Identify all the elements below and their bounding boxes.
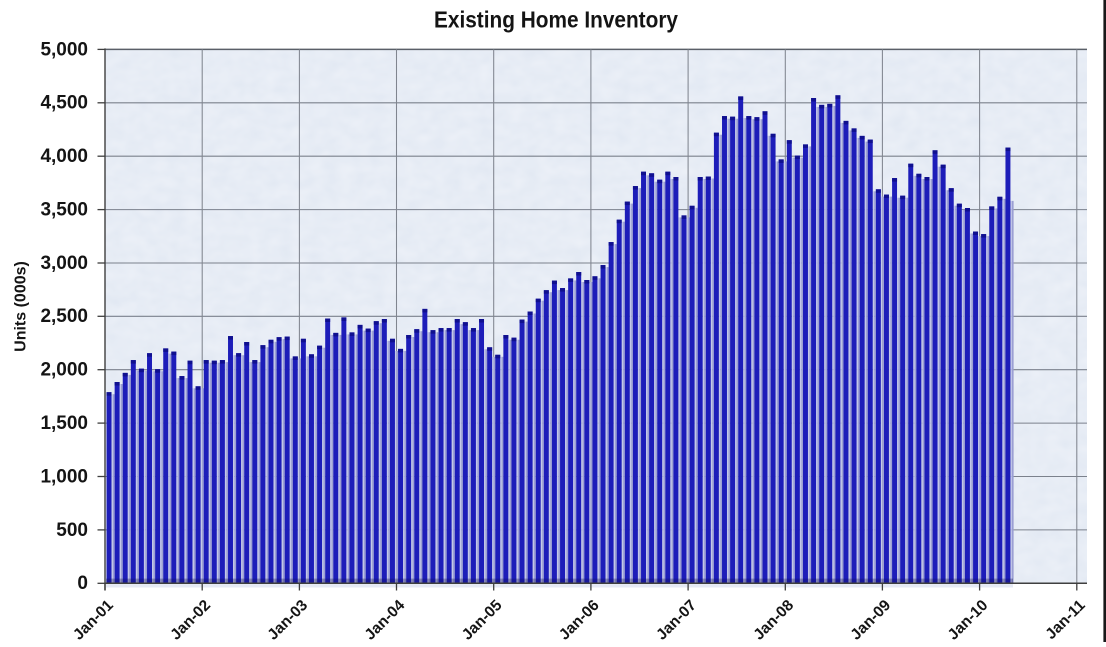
svg-text:5,000: 5,000 <box>40 39 88 60</box>
svg-text:500: 500 <box>56 520 88 541</box>
svg-text:2,000: 2,000 <box>40 360 88 381</box>
svg-text:2,500: 2,500 <box>40 306 88 327</box>
svg-text:4,000: 4,000 <box>40 146 88 167</box>
svg-text:0: 0 <box>77 573 88 594</box>
svg-text:3,000: 3,000 <box>40 253 88 274</box>
svg-text:Existing Home Inventory: Existing Home Inventory <box>434 7 678 33</box>
svg-text:1,500: 1,500 <box>40 413 88 434</box>
svg-text:1,000: 1,000 <box>40 466 88 487</box>
svg-text:4,500: 4,500 <box>40 93 88 114</box>
svg-text:3,500: 3,500 <box>40 200 88 221</box>
svg-text:Units (000s): Units (000s) <box>13 261 30 352</box>
